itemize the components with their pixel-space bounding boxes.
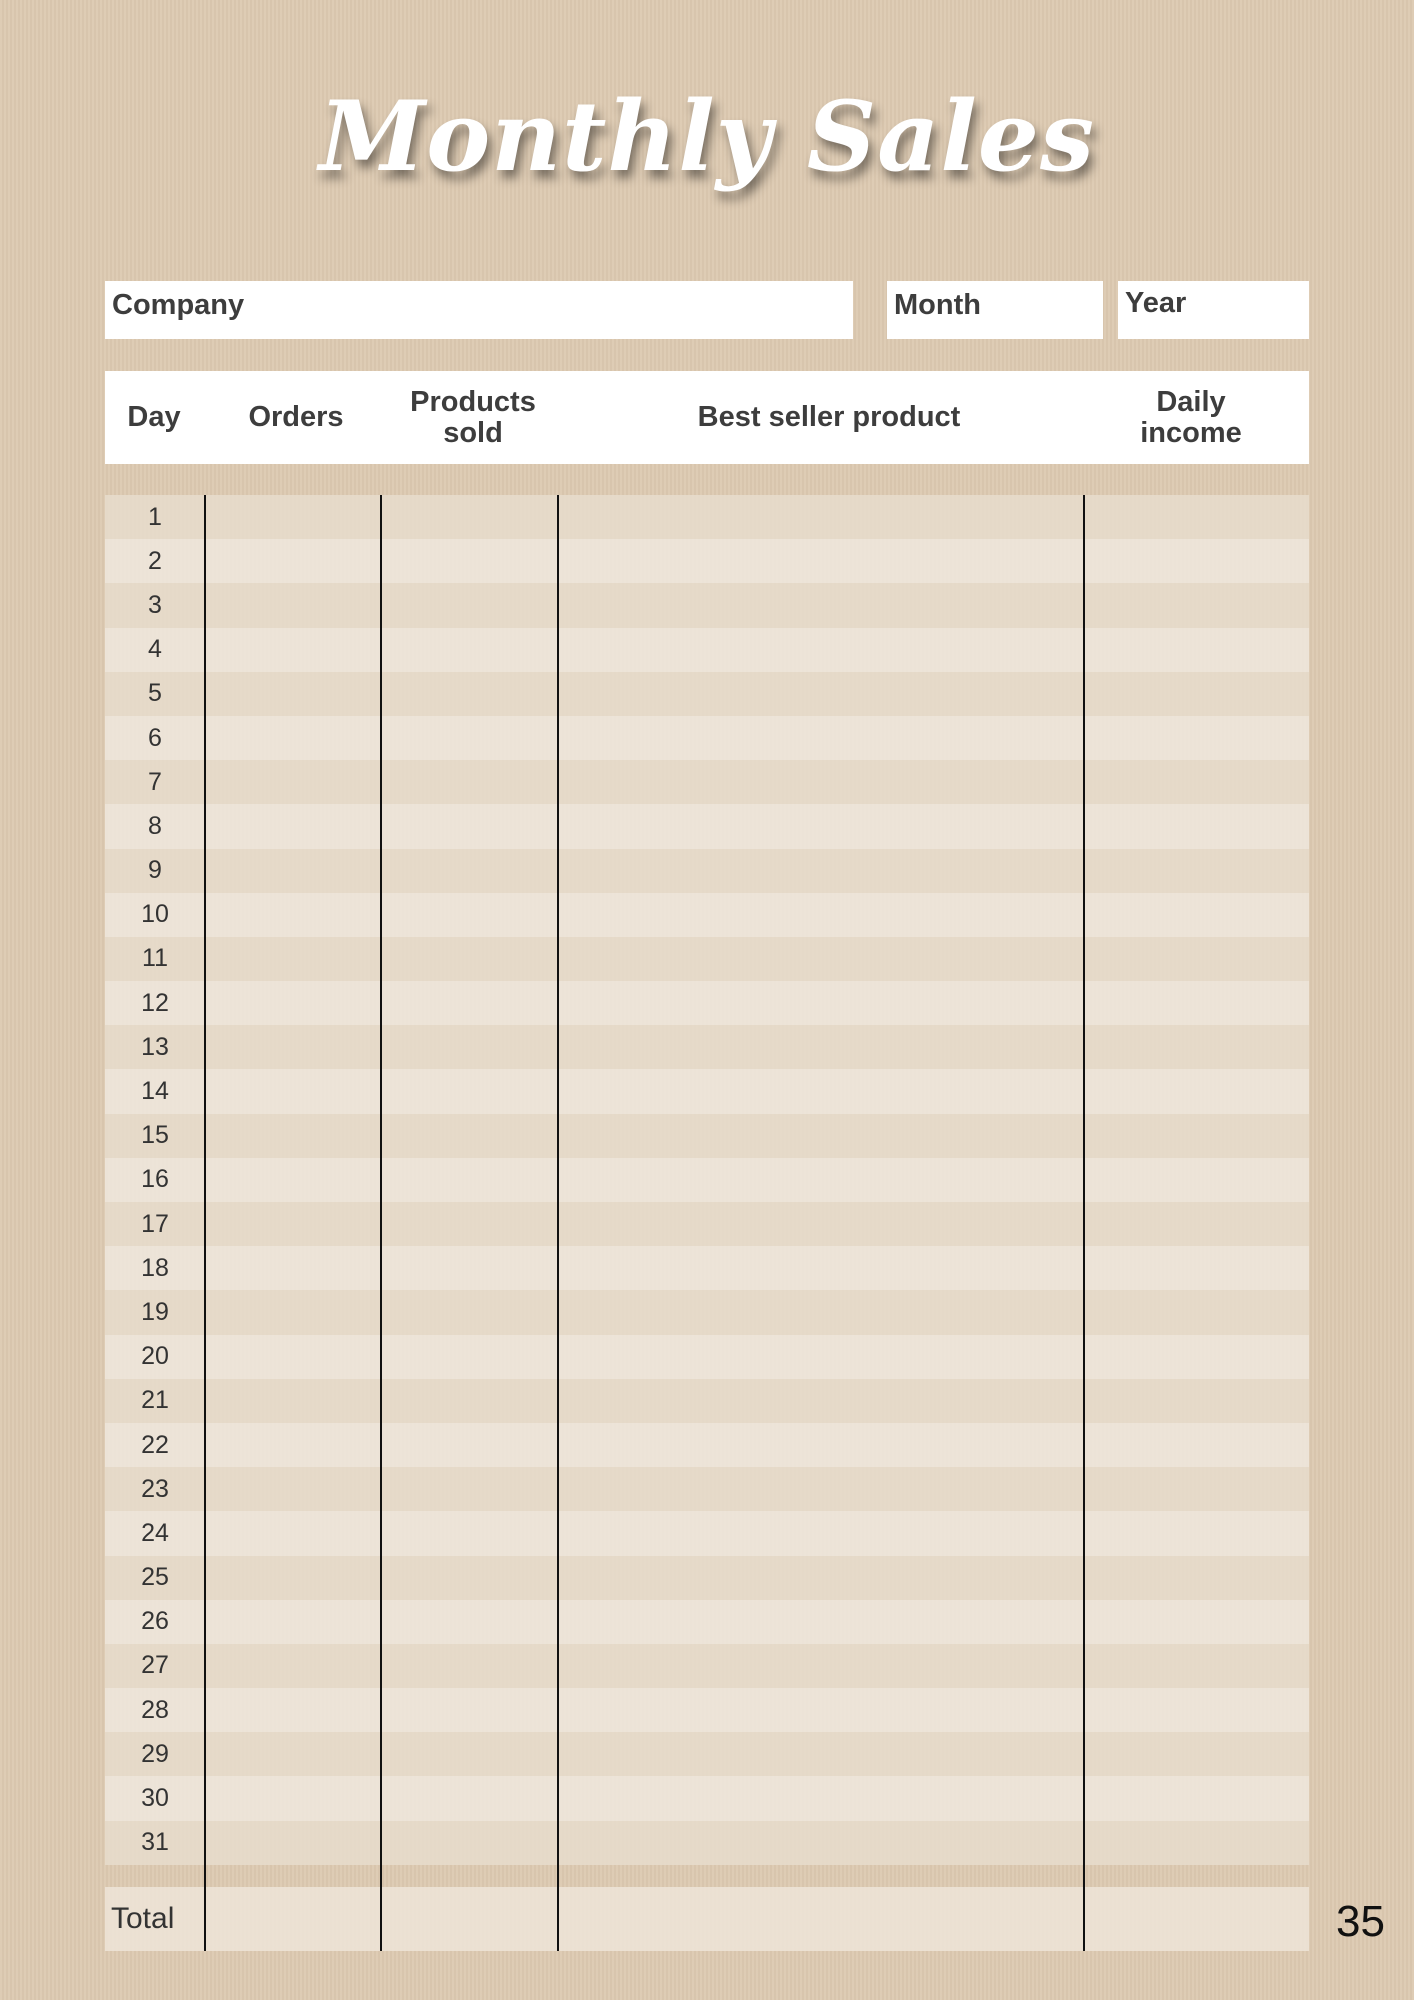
day-number: 4: [148, 635, 162, 664]
table-row[interactable]: 8: [105, 804, 1309, 849]
table-row[interactable]: 23: [105, 1467, 1309, 1512]
day-number: 2: [148, 546, 162, 575]
day-number: 24: [141, 1518, 169, 1547]
table-header: Day Orders Products sold Best seller pro…: [105, 371, 1309, 464]
table-row[interactable]: 15: [105, 1113, 1309, 1158]
column-divider: [557, 495, 559, 1951]
table-row[interactable]: 27: [105, 1643, 1309, 1689]
column-divider: [1083, 495, 1085, 1951]
total-label: Total: [111, 1902, 175, 1935]
year-field[interactable]: Year: [1118, 281, 1309, 339]
table-row[interactable]: 17: [105, 1202, 1309, 1247]
table-row[interactable]: 25: [105, 1555, 1309, 1600]
table-row[interactable]: 12: [105, 981, 1309, 1026]
column-header-daily-income: Daily income: [1140, 385, 1242, 449]
page-title: Monthly Sales: [318, 80, 1096, 193]
table-row[interactable]: 2: [105, 539, 1309, 584]
table-row[interactable]: 20: [105, 1334, 1309, 1379]
day-number: 11: [142, 944, 168, 973]
day-number: 23: [141, 1474, 169, 1503]
day-number: 27: [141, 1651, 169, 1680]
day-number: 1: [148, 502, 162, 531]
day-number: 15: [141, 1121, 169, 1150]
table-row[interactable]: 21: [105, 1378, 1309, 1423]
table-row[interactable]: 31: [105, 1820, 1309, 1865]
table-row[interactable]: 6: [105, 715, 1309, 761]
table-row[interactable]: 4: [105, 627, 1309, 672]
day-number: 14: [141, 1077, 169, 1106]
table-row[interactable]: 22: [105, 1422, 1309, 1468]
table-row[interactable]: 29: [105, 1732, 1309, 1777]
column-divider: [204, 495, 206, 1951]
table-row[interactable]: 13: [105, 1025, 1309, 1070]
day-number: 19: [141, 1297, 169, 1326]
table-row[interactable]: 1: [105, 495, 1309, 540]
company-field[interactable]: Company: [105, 281, 853, 339]
day-number: 7: [148, 767, 162, 796]
column-header-orders: Orders: [248, 401, 344, 433]
day-number: 26: [141, 1607, 169, 1636]
table-row[interactable]: 14: [105, 1069, 1309, 1114]
day-number: 5: [148, 679, 162, 708]
column-divider: [380, 495, 382, 1951]
day-number: 3: [148, 590, 162, 619]
day-number: 31: [141, 1828, 169, 1857]
day-number: 18: [141, 1253, 169, 1282]
day-number: 16: [141, 1165, 169, 1194]
table-row[interactable]: 19: [105, 1290, 1309, 1335]
day-rows: 1 2 3 4 5 6 7 8 9 10 11 12 13 14 15 16 17 18 19 20 21 22 23 24 2…: [105, 495, 1309, 1865]
table-row[interactable]: 9: [105, 848, 1309, 893]
table-row[interactable]: 10: [105, 892, 1309, 937]
day-number: 17: [141, 1209, 169, 1238]
table-row[interactable]: 5: [105, 671, 1309, 716]
day-number: 28: [141, 1695, 169, 1724]
day-number: 6: [148, 723, 162, 752]
table-row[interactable]: 11: [105, 936, 1309, 982]
month-field[interactable]: Month: [887, 281, 1103, 339]
day-number: 22: [141, 1430, 169, 1459]
page-number: 35: [1336, 1897, 1385, 1946]
day-number: 8: [148, 811, 162, 840]
day-number: 13: [141, 1032, 169, 1061]
day-number: 9: [148, 856, 162, 885]
day-number: 20: [141, 1342, 169, 1371]
column-header-products-sold: Products sold: [410, 385, 536, 449]
day-number: 25: [141, 1563, 169, 1592]
day-number: 30: [141, 1784, 169, 1813]
table-row[interactable]: 3: [105, 583, 1309, 628]
table-row[interactable]: 7: [105, 760, 1309, 805]
table-row[interactable]: 24: [105, 1511, 1309, 1556]
table-row[interactable]: 30: [105, 1776, 1309, 1821]
day-number: 21: [141, 1386, 169, 1415]
table-row[interactable]: 26: [105, 1599, 1309, 1644]
table-row[interactable]: 16: [105, 1157, 1309, 1202]
column-header-best-seller: Best seller product: [697, 401, 961, 433]
day-number: 29: [141, 1739, 169, 1768]
day-number: 10: [141, 900, 169, 929]
day-number: 12: [141, 988, 169, 1017]
column-header-day: Day: [127, 401, 181, 433]
table-row[interactable]: 18: [105, 1246, 1309, 1291]
total-row[interactable]: Total: [105, 1887, 1309, 1951]
table-row[interactable]: 28: [105, 1688, 1309, 1733]
